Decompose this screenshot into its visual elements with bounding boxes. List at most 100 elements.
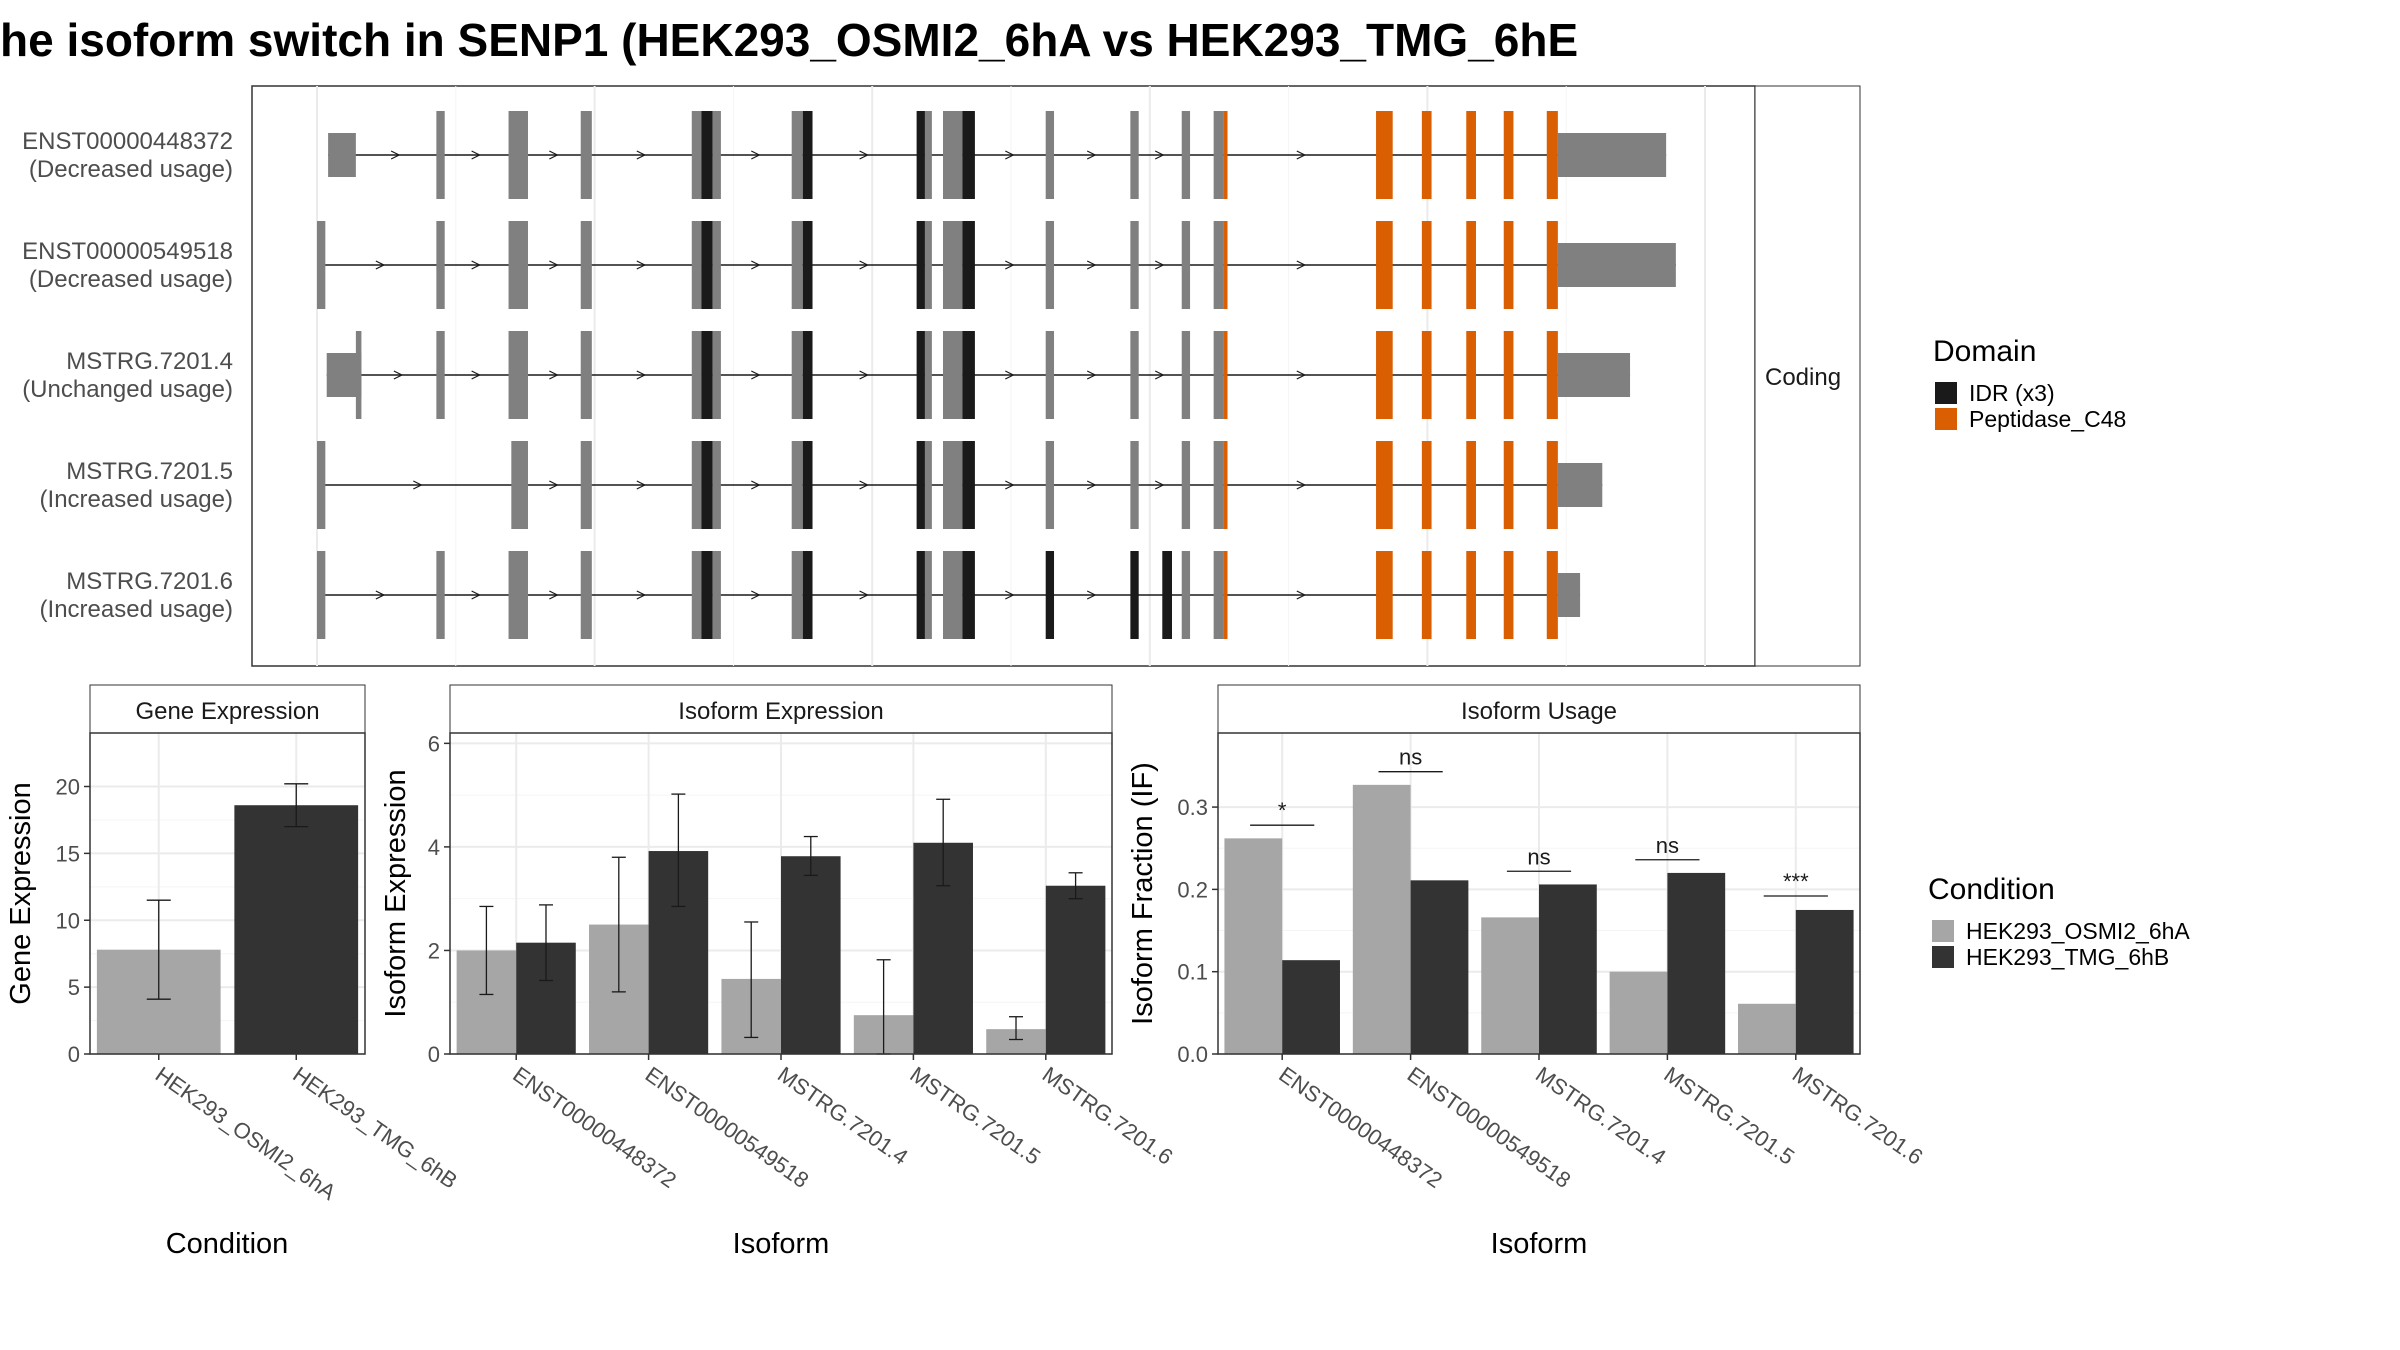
strand-arrow: [751, 590, 761, 600]
peptidase-domain-exon: [1466, 331, 1476, 419]
bar: [1224, 838, 1283, 1054]
peptidase-domain-exon: [1466, 111, 1476, 199]
strand-arrow: [1296, 260, 1307, 270]
idr-domain-exon: [1130, 551, 1139, 639]
chart-y-tick-label: 6: [428, 731, 440, 756]
strand-arrow: [1154, 480, 1165, 490]
figure-title: he isoform switch in SENP1 (HEK293_OSMI2…: [0, 14, 1578, 66]
chart-x-axis-title: Isoform: [1491, 1228, 1588, 1260]
idr-domain-exon: [802, 221, 813, 309]
strand-arrow: [1154, 150, 1165, 160]
transcript-id: MSTRG.7201.6: [66, 568, 233, 595]
chart-x-tick-label: MSTRG.7201.5: [906, 1062, 1046, 1170]
chart-panel: Isoform Expression0246ENST00000448372ENS…: [380, 684, 1177, 1260]
chart-y-tick-label: 4: [428, 835, 440, 860]
exon-block: [317, 551, 326, 639]
strand-arrow: [1005, 260, 1015, 270]
chart-y-axis-title: Isoform Expression: [380, 769, 412, 1017]
strand-arrow: [751, 480, 761, 490]
strand-arrow: [636, 260, 647, 270]
bar: [1352, 784, 1411, 1054]
peptidase-domain-exon: [1376, 441, 1393, 529]
strand-arrow: [549, 480, 559, 490]
chart-strip: [449, 684, 1113, 734]
exon-block: [791, 331, 803, 419]
exon-block: [1130, 111, 1139, 199]
chart-y-tick-label: 15: [56, 841, 80, 866]
strand-arrow: [375, 590, 386, 600]
bar: [1539, 884, 1597, 1054]
idr-domain-exon: [802, 441, 813, 529]
chart-y-tick-label: 0.0: [1177, 1042, 1208, 1067]
exon-block: [1130, 331, 1139, 419]
condition-legend-label: HEK293_OSMI2_6hA: [1966, 918, 2190, 944]
strand-arrow: [1005, 590, 1015, 600]
peptidase-domain-exon: [1376, 551, 1393, 639]
strand-arrow: [1296, 590, 1307, 600]
exon-block: [942, 551, 963, 639]
transcript-row: ENST00000448372(Decreased usage): [22, 111, 1667, 199]
legends: Domain IDR (x3)Peptidase_C48 Condition HEK2…: [1928, 335, 2190, 970]
chart-y-tick-label: 0: [428, 1042, 440, 1067]
strand-arrow: [1086, 260, 1097, 270]
exon-block: [924, 441, 932, 529]
idr-domain-exon: [916, 551, 925, 639]
exon-block: [508, 221, 528, 309]
peptidase-domain-exon: [1223, 221, 1228, 309]
structure-strip-label: Coding: [1765, 364, 1841, 391]
idr-domain-exon: [962, 331, 975, 419]
bar: [234, 805, 359, 1054]
exon-block: [511, 441, 528, 529]
transcript-usage: (Increased usage): [40, 486, 233, 513]
exon-block: [691, 221, 702, 309]
strand-arrow: [1086, 370, 1097, 380]
idr-domain-exon: [916, 111, 925, 199]
idr-domain-exon: [962, 111, 975, 199]
bar: [781, 856, 841, 1054]
significance-label: ns: [1399, 745, 1422, 770]
strand-arrow: [471, 260, 481, 270]
transcript-row: ENST00000549518(Decreased usage): [22, 221, 1676, 309]
strand-arrow: [1296, 370, 1307, 380]
idr-domain-exon: [802, 111, 813, 199]
strand-arrow: [549, 260, 559, 270]
exon-block: [924, 111, 932, 199]
idr-domain-exon: [916, 441, 925, 529]
exon-block: [580, 441, 592, 529]
transcript-usage: (Decreased usage): [29, 156, 233, 183]
peptidase-domain-exon: [1223, 441, 1228, 529]
exon-block: [1045, 441, 1055, 529]
exon-block: [791, 111, 803, 199]
peptidase-domain-exon: [1421, 331, 1432, 419]
exon-block: [436, 111, 445, 199]
exon-block: [326, 353, 362, 397]
domain-legend-label: Peptidase_C48: [1969, 406, 2126, 432]
chart-x-tick-label: MSTRG.7201.4: [1531, 1062, 1671, 1170]
exon-block: [1130, 441, 1139, 529]
domain-legend-swatch: [1935, 408, 1957, 430]
exon-block: [436, 221, 445, 309]
bar: [1609, 971, 1668, 1054]
chart-strip: [1217, 684, 1861, 734]
bar: [1045, 885, 1106, 1054]
strand-arrow: [471, 370, 481, 380]
exon-block: [1557, 133, 1667, 177]
exon-block: [1557, 353, 1631, 397]
idr-domain-exon: [802, 551, 813, 639]
idr-domain-exon: [701, 221, 713, 309]
condition-legend-swatch: [1932, 920, 1954, 942]
strand-arrow: [413, 480, 423, 490]
peptidase-domain-exon: [1223, 331, 1228, 419]
expression-charts: Gene Expression05101520HEK293_OSMI2_6hAH…: [5, 684, 1927, 1260]
strand-arrow: [1005, 150, 1015, 160]
exon-block: [1213, 221, 1224, 309]
exon-block: [1045, 111, 1055, 199]
transcript-usage: (Increased usage): [40, 596, 233, 623]
chart-x-axis-title: Condition: [166, 1228, 289, 1260]
strand-arrow: [636, 480, 647, 490]
chart-y-axis-title: Isoform Fraction (IF): [1127, 762, 1159, 1025]
transcript-id: ENST00000448372: [22, 128, 233, 155]
significance-label: ns: [1656, 833, 1679, 858]
chart-y-tick-label: 5: [68, 975, 80, 1000]
